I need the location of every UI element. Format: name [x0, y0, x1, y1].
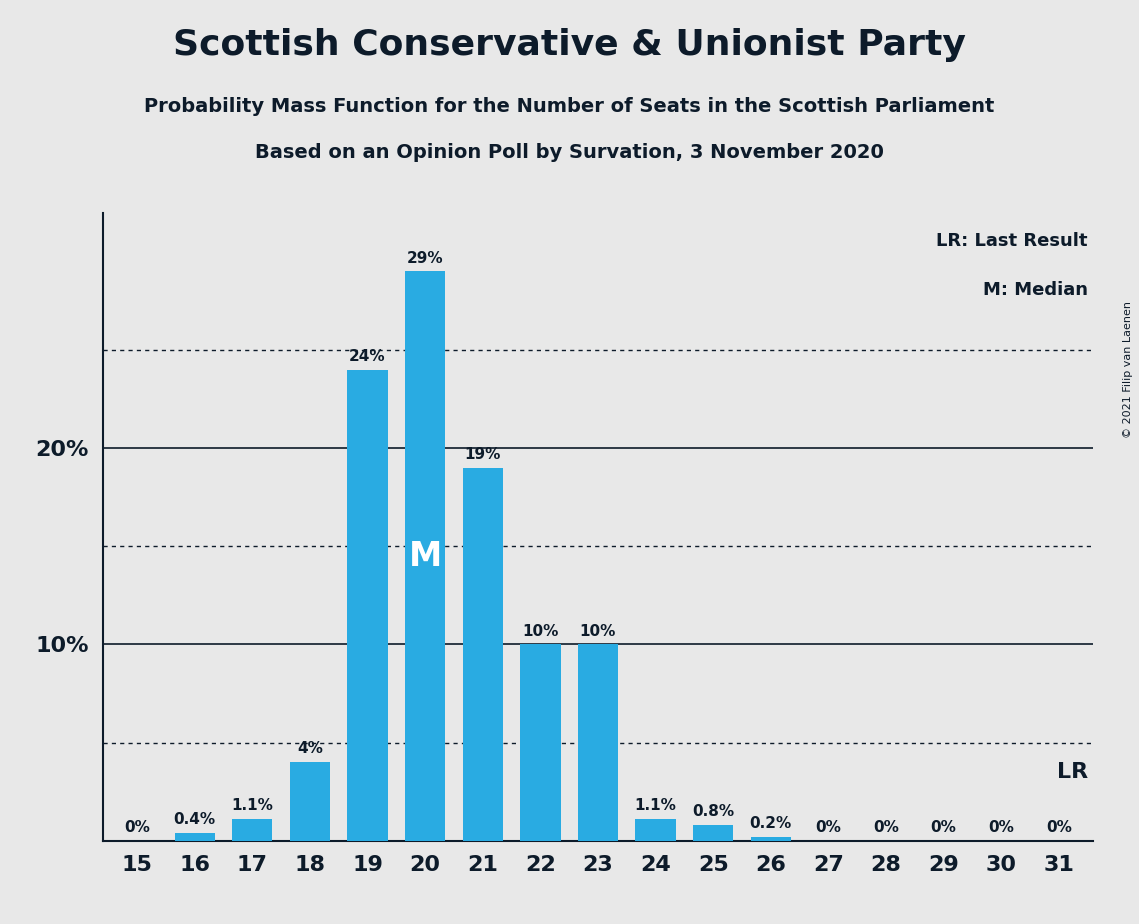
Bar: [289, 762, 330, 841]
Bar: [751, 837, 790, 841]
Text: 1.1%: 1.1%: [634, 798, 677, 813]
Bar: [405, 272, 445, 841]
Text: 1.1%: 1.1%: [231, 798, 273, 813]
Bar: [577, 645, 618, 841]
Text: 0%: 0%: [989, 820, 1014, 835]
Bar: [462, 468, 503, 841]
Bar: [521, 645, 560, 841]
Text: 0.2%: 0.2%: [749, 816, 792, 831]
Text: © 2021 Filip van Laenen: © 2021 Filip van Laenen: [1123, 301, 1133, 438]
Bar: [693, 825, 734, 841]
Text: Based on an Opinion Poll by Survation, 3 November 2020: Based on an Opinion Poll by Survation, 3…: [255, 143, 884, 163]
Text: 0.4%: 0.4%: [173, 812, 215, 827]
Text: 10%: 10%: [580, 624, 616, 638]
Text: 0%: 0%: [931, 820, 957, 835]
Text: 0%: 0%: [816, 820, 842, 835]
Text: M: Median: M: Median: [983, 281, 1088, 299]
Text: LR: LR: [1057, 762, 1088, 782]
Text: 0.8%: 0.8%: [693, 804, 735, 820]
Text: 0%: 0%: [1046, 820, 1072, 835]
Bar: [232, 820, 272, 841]
Text: 0%: 0%: [874, 820, 899, 835]
Text: Probability Mass Function for the Number of Seats in the Scottish Parliament: Probability Mass Function for the Number…: [145, 97, 994, 116]
Text: 4%: 4%: [297, 741, 322, 757]
Text: LR: Last Result: LR: Last Result: [936, 232, 1088, 250]
Text: 29%: 29%: [407, 250, 443, 265]
Text: 24%: 24%: [350, 348, 386, 364]
Text: 19%: 19%: [465, 447, 501, 462]
Bar: [174, 833, 215, 841]
Text: 0%: 0%: [124, 820, 150, 835]
Text: 10%: 10%: [522, 624, 558, 638]
Bar: [636, 820, 675, 841]
Text: M: M: [409, 540, 442, 573]
Bar: [347, 370, 387, 841]
Text: Scottish Conservative & Unionist Party: Scottish Conservative & Unionist Party: [173, 28, 966, 62]
